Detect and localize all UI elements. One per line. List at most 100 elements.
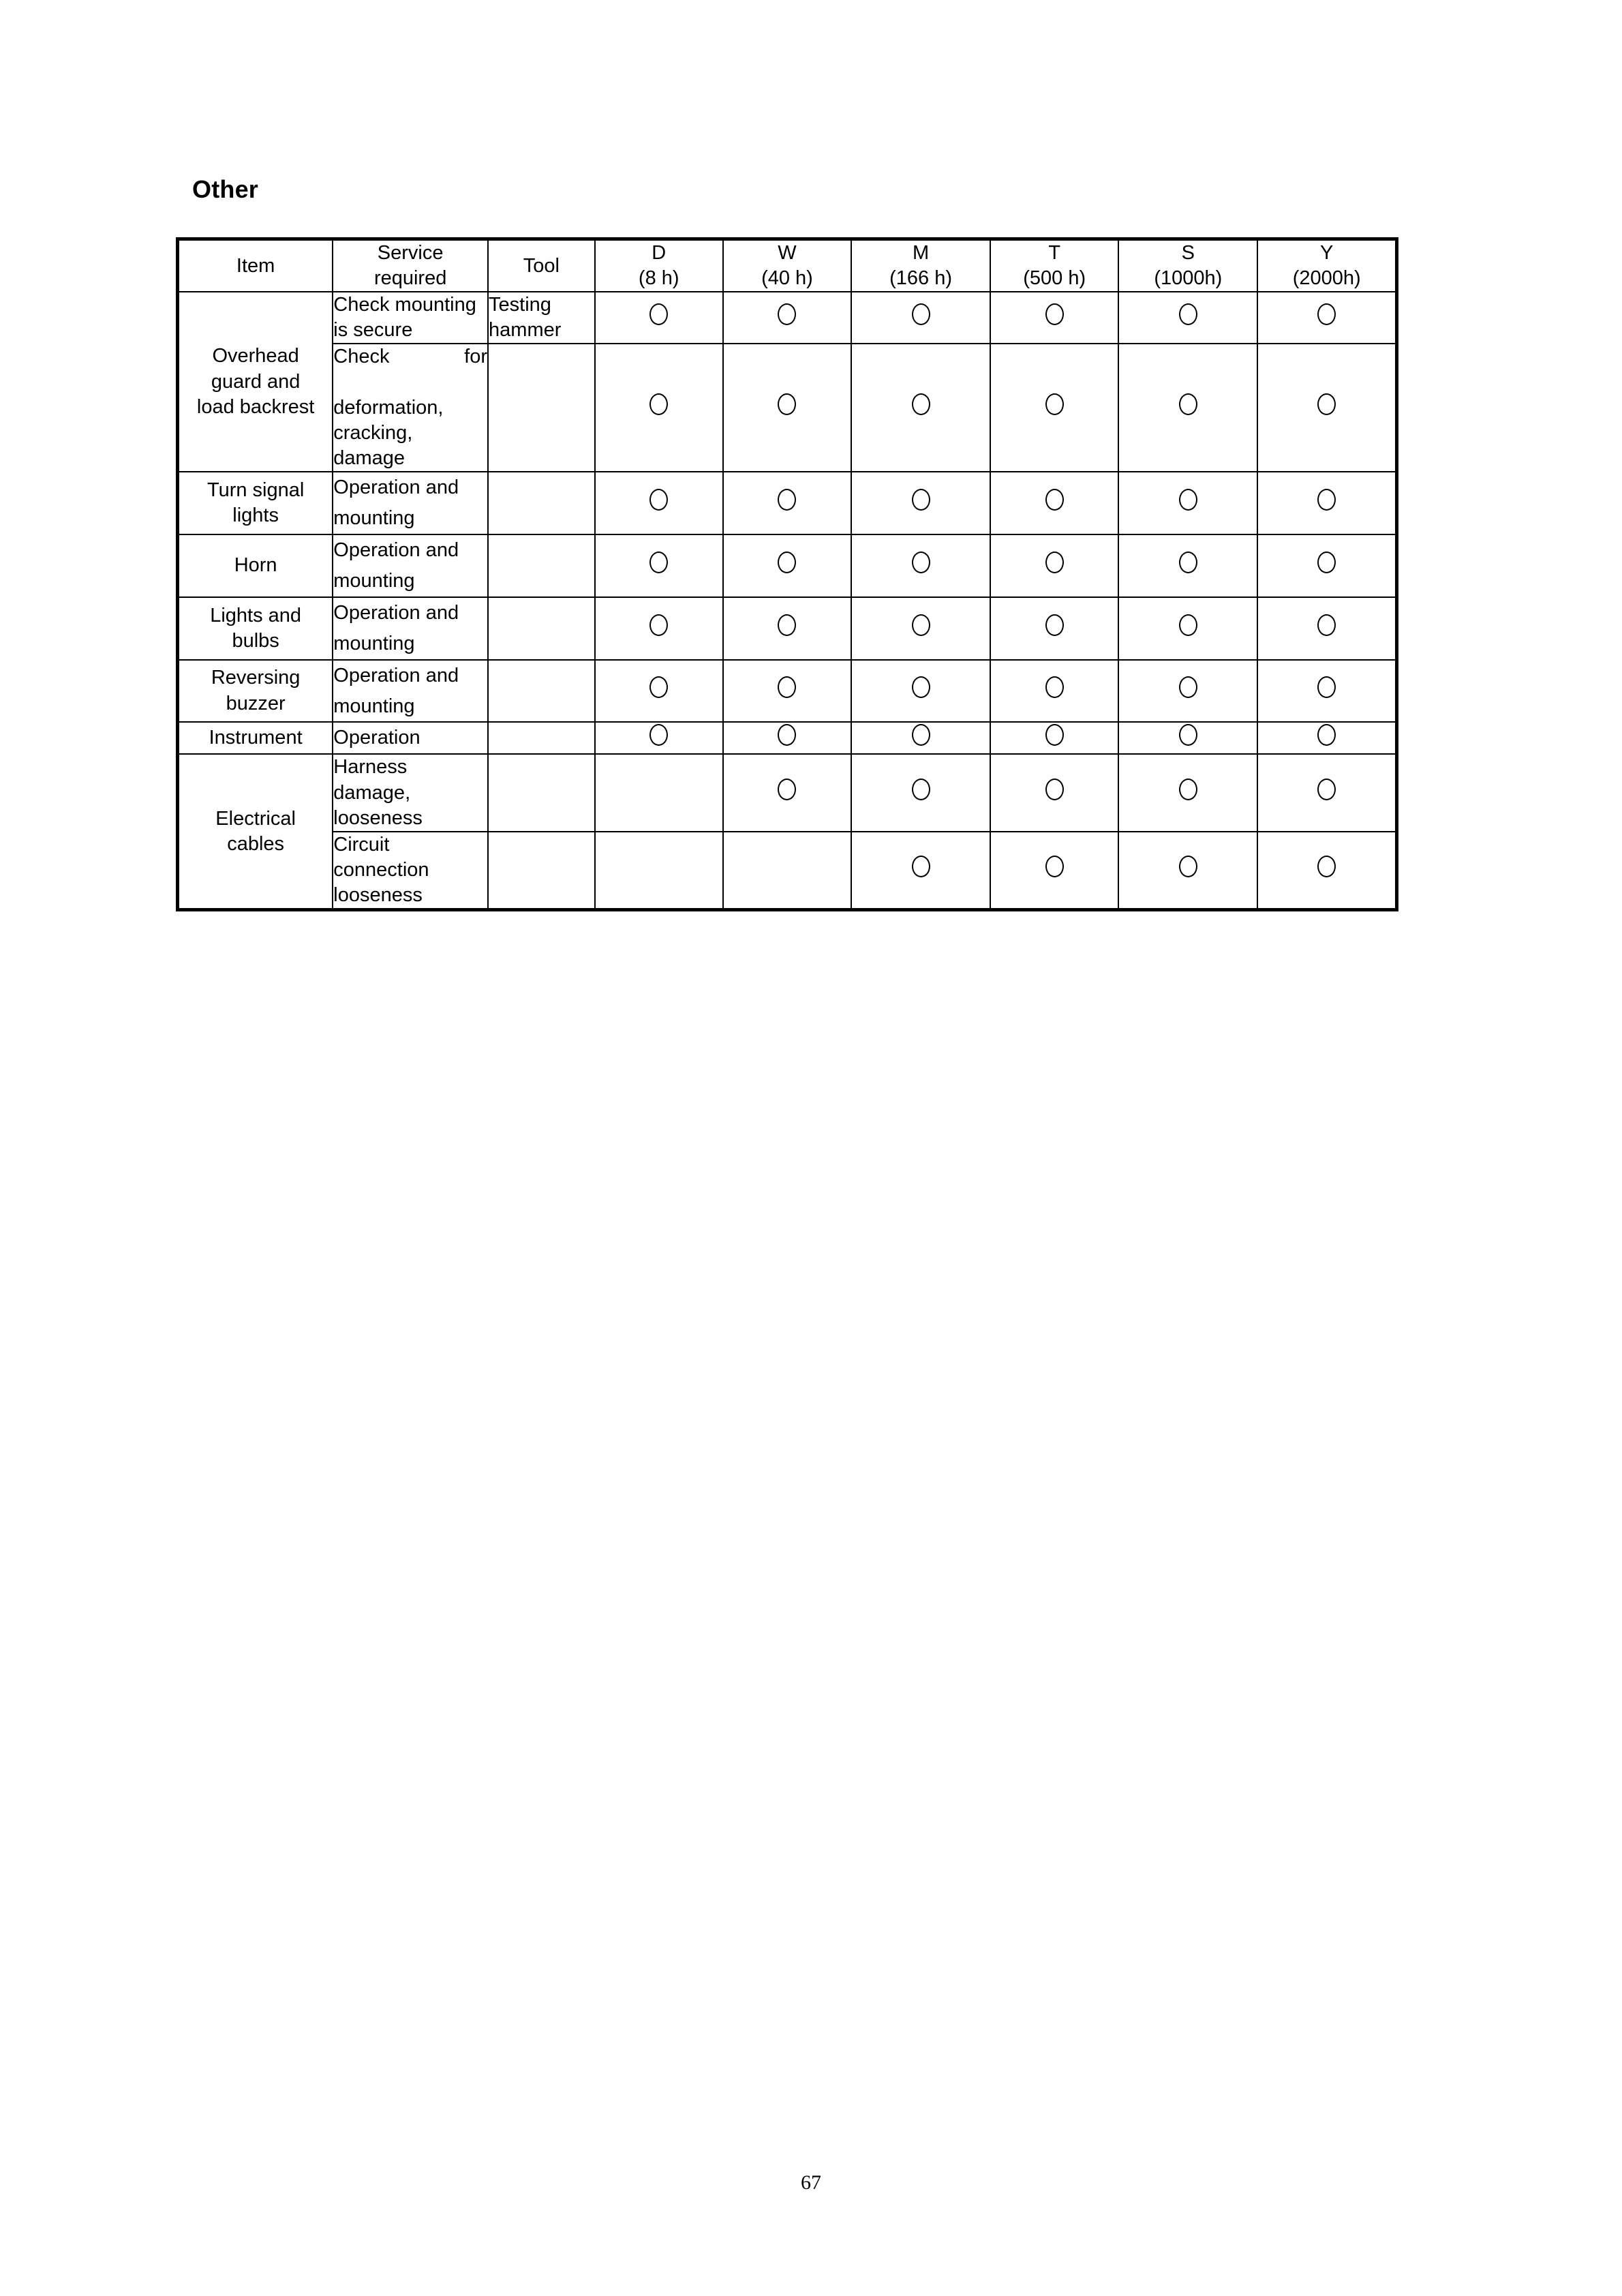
- service-interval-circle-icon: [649, 551, 669, 573]
- tool-cell-empty: [487, 343, 596, 472]
- table-row: Overhead guard and load backrest Check m…: [177, 291, 1398, 472]
- tool-cell-testing-hammer: Testing hammer: [487, 291, 596, 345]
- service-interval-circle-icon: [911, 723, 930, 746]
- service-line-2: and mounting: [333, 539, 459, 592]
- service-interval-circle-icon: [1045, 551, 1064, 573]
- item-cell-horn: Horn: [177, 533, 334, 598]
- mark-cell-monthly: [851, 659, 992, 723]
- item-line-1: Instrument: [209, 727, 303, 749]
- service-line-1: Operation: [333, 664, 420, 686]
- mark-cell-yearly: [1257, 721, 1398, 755]
- service-interval-circle-icon: [1178, 779, 1197, 801]
- service-interval-circle-icon: [911, 488, 930, 511]
- service-interval-circle-icon: [778, 723, 797, 746]
- service-interval-circle-icon: [1178, 303, 1197, 326]
- table-header-row: Item Service required Tool D (8 h) W: [177, 238, 1398, 293]
- service-interval-circle-icon: [1317, 551, 1336, 573]
- service-line-1: Operation: [333, 601, 420, 624]
- mark-cell-semiannual: [1118, 753, 1259, 832]
- mark-cell-daily: [594, 830, 724, 911]
- column-header-item-label: Item: [236, 254, 275, 277]
- mark-cell-yearly: [1257, 596, 1398, 661]
- mark-cell-trimonthly: [990, 721, 1120, 755]
- service-cell-circuit-connection-looseness: Circuit connection looseness: [332, 830, 489, 911]
- mark-cell-trimonthly: [990, 470, 1120, 535]
- service-interval-circle-icon: [911, 856, 930, 878]
- service-interval-circle-icon: [1045, 779, 1064, 801]
- service-interval-circle-icon: [1317, 723, 1336, 746]
- service-interval-circle-icon: [1317, 856, 1336, 878]
- mark-cell-weekly: [722, 596, 853, 661]
- item-line-2: guard and: [211, 370, 301, 393]
- service-interval-circle-icon: [1045, 676, 1064, 699]
- column-header-item: Item: [177, 238, 334, 293]
- service-interval-circle-icon: [778, 614, 797, 636]
- mark-cell-weekly: [722, 659, 853, 723]
- mark-cell-semiannual: [1118, 721, 1259, 755]
- service-line-1: Check for: [333, 346, 488, 368]
- service-interval-circle-icon: [1317, 614, 1336, 636]
- service-interval-circle-icon: [1045, 393, 1064, 416]
- tool-cell-empty: [487, 830, 596, 911]
- item-cell-reversing-buzzer: Reversing buzzer: [177, 659, 334, 723]
- service-interval-circle-icon: [1178, 551, 1197, 573]
- service-interval-circle-icon: [1317, 393, 1336, 416]
- mark-cell-yearly: [1257, 830, 1398, 911]
- mark-cell-daily: [594, 291, 724, 345]
- mark-cell-monthly: [851, 721, 992, 755]
- item-line-2: buzzer: [226, 692, 286, 714]
- column-header-trimonthly-hours: (500 h): [1023, 267, 1086, 290]
- service-interval-circle-icon: [911, 303, 930, 326]
- mark-cell-trimonthly: [990, 596, 1120, 661]
- service-line-2: damage,: [333, 781, 411, 804]
- column-header-tool: Tool: [487, 238, 596, 293]
- service-interval-circle-icon: [911, 779, 930, 801]
- service-cell-operation-and-mounting: Operation and mounting: [332, 659, 489, 723]
- column-header-yearly-code: Y: [1320, 242, 1334, 264]
- tool-cell-empty: [487, 659, 596, 723]
- column-header-trimonthly-code: T: [1048, 242, 1061, 264]
- column-header-service-line1: Service: [377, 242, 444, 264]
- mark-cell-trimonthly: [990, 659, 1120, 723]
- service-interval-circle-icon: [649, 393, 669, 416]
- mark-cell-weekly: [722, 721, 853, 755]
- service-cell-operation-and-mounting: Operation and mounting: [332, 533, 489, 598]
- service-line-4: damage: [333, 447, 406, 469]
- mark-cell-semiannual: [1118, 291, 1259, 345]
- page-number: 67: [801, 2171, 821, 2194]
- service-line-2: and mounting: [333, 601, 459, 654]
- service-line-1: Harness: [333, 756, 408, 779]
- service-interval-circle-icon: [649, 303, 669, 326]
- column-header-monthly-hours: (166 h): [889, 267, 953, 290]
- item-cell-lights-and-bulbs: Lights and bulbs: [177, 596, 334, 661]
- service-interval-circle-icon: [778, 779, 797, 801]
- item-line-2: lights: [232, 504, 279, 526]
- service-line-3: looseness: [333, 806, 423, 829]
- tool-line-1: Testing: [489, 294, 551, 316]
- mark-cell-yearly: [1257, 470, 1398, 535]
- service-interval-circle-icon: [778, 551, 797, 573]
- service-interval-circle-icon: [1045, 303, 1064, 326]
- column-header-weekly: W (40 h): [722, 238, 853, 293]
- mark-cell-daily: [594, 753, 724, 832]
- service-line-3: looseness: [333, 883, 423, 906]
- maintenance-schedule-table: Item Service required Tool D (8 h) W: [176, 237, 1398, 912]
- mark-cell-daily: [594, 659, 724, 723]
- column-header-semiannual-hours: (1000h): [1154, 267, 1223, 290]
- service-interval-circle-icon: [1317, 676, 1336, 699]
- service-line-1: Check: [333, 294, 390, 316]
- service-line-3: secure: [353, 319, 413, 342]
- mark-cell-weekly: [722, 533, 853, 598]
- tool-line-2: hammer: [489, 319, 562, 342]
- mark-cell-yearly: [1257, 291, 1398, 345]
- mark-cell-weekly: [722, 343, 853, 472]
- mark-cell-monthly: [851, 470, 992, 535]
- service-line-1: Operation: [333, 476, 420, 498]
- service-interval-circle-icon: [649, 488, 669, 511]
- service-cell-check-deformation: Check for deformation, cracking, damage: [332, 343, 489, 472]
- mark-cell-yearly: [1257, 753, 1398, 832]
- tool-cell-empty: [487, 753, 596, 832]
- service-cell-operation: Operation: [332, 721, 489, 755]
- service-interval-circle-icon: [649, 614, 669, 636]
- mark-cell-semiannual: [1118, 659, 1259, 723]
